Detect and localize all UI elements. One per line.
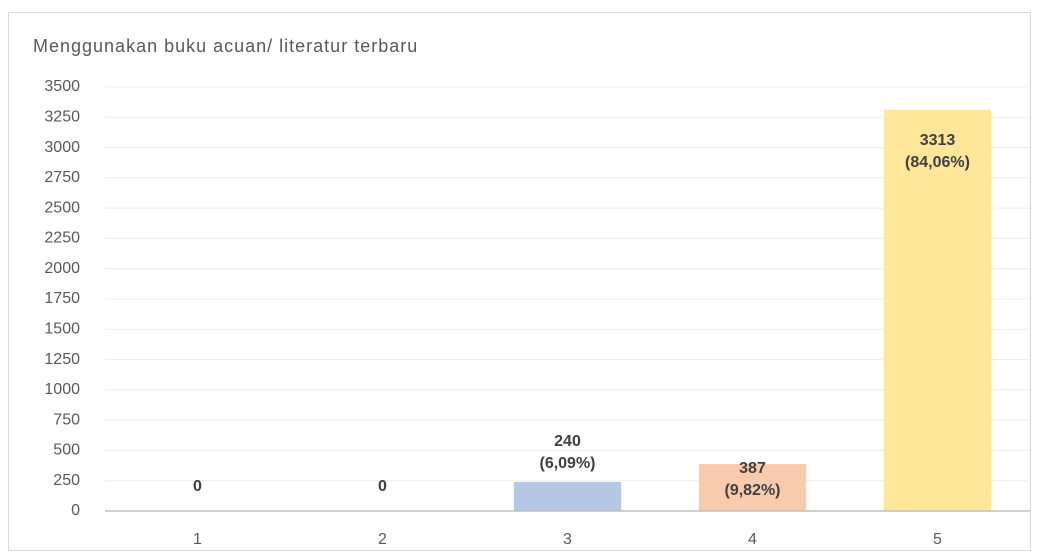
y-tick-label: 250 [53,472,80,489]
data-label: (9,82%) [724,482,780,499]
data-label: (84,06%) [905,154,970,171]
x-tick-label: 3 [563,531,572,548]
y-tick-label: 2750 [44,169,80,186]
x-tick-label: 1 [193,531,202,548]
x-tick-label: 2 [378,531,387,548]
data-label: 3313 [920,132,956,149]
y-tick-label: 1500 [44,321,80,338]
y-tick-label: 2250 [44,230,80,247]
y-tick-label: 1000 [44,381,80,398]
y-tick-label: 2500 [44,199,80,216]
data-label: (6,09%) [539,455,595,472]
y-tick-label: 0 [71,502,80,519]
y-tick-label: 2000 [44,260,80,277]
data-label: 387 [739,460,766,477]
bar [698,464,807,511]
x-tick-label: 5 [933,531,942,548]
chart-title: Menggunakan buku acuan/ literatur terbar… [33,36,418,56]
data-label: 240 [554,433,581,450]
bar [883,109,992,511]
y-tick-label: 1750 [44,290,80,307]
y-tick-label: 750 [53,411,80,428]
bar [513,481,622,511]
y-tick-label: 3500 [44,78,80,95]
x-tick-label: 4 [748,531,757,548]
data-label: 0 [193,478,202,495]
y-tick-label: 3000 [44,139,80,156]
y-tick-label: 1250 [44,351,80,368]
data-label: 0 [378,478,387,495]
y-tick-label: 3250 [44,109,80,126]
chart-frame [8,12,1031,551]
y-tick-label: 500 [53,442,80,459]
